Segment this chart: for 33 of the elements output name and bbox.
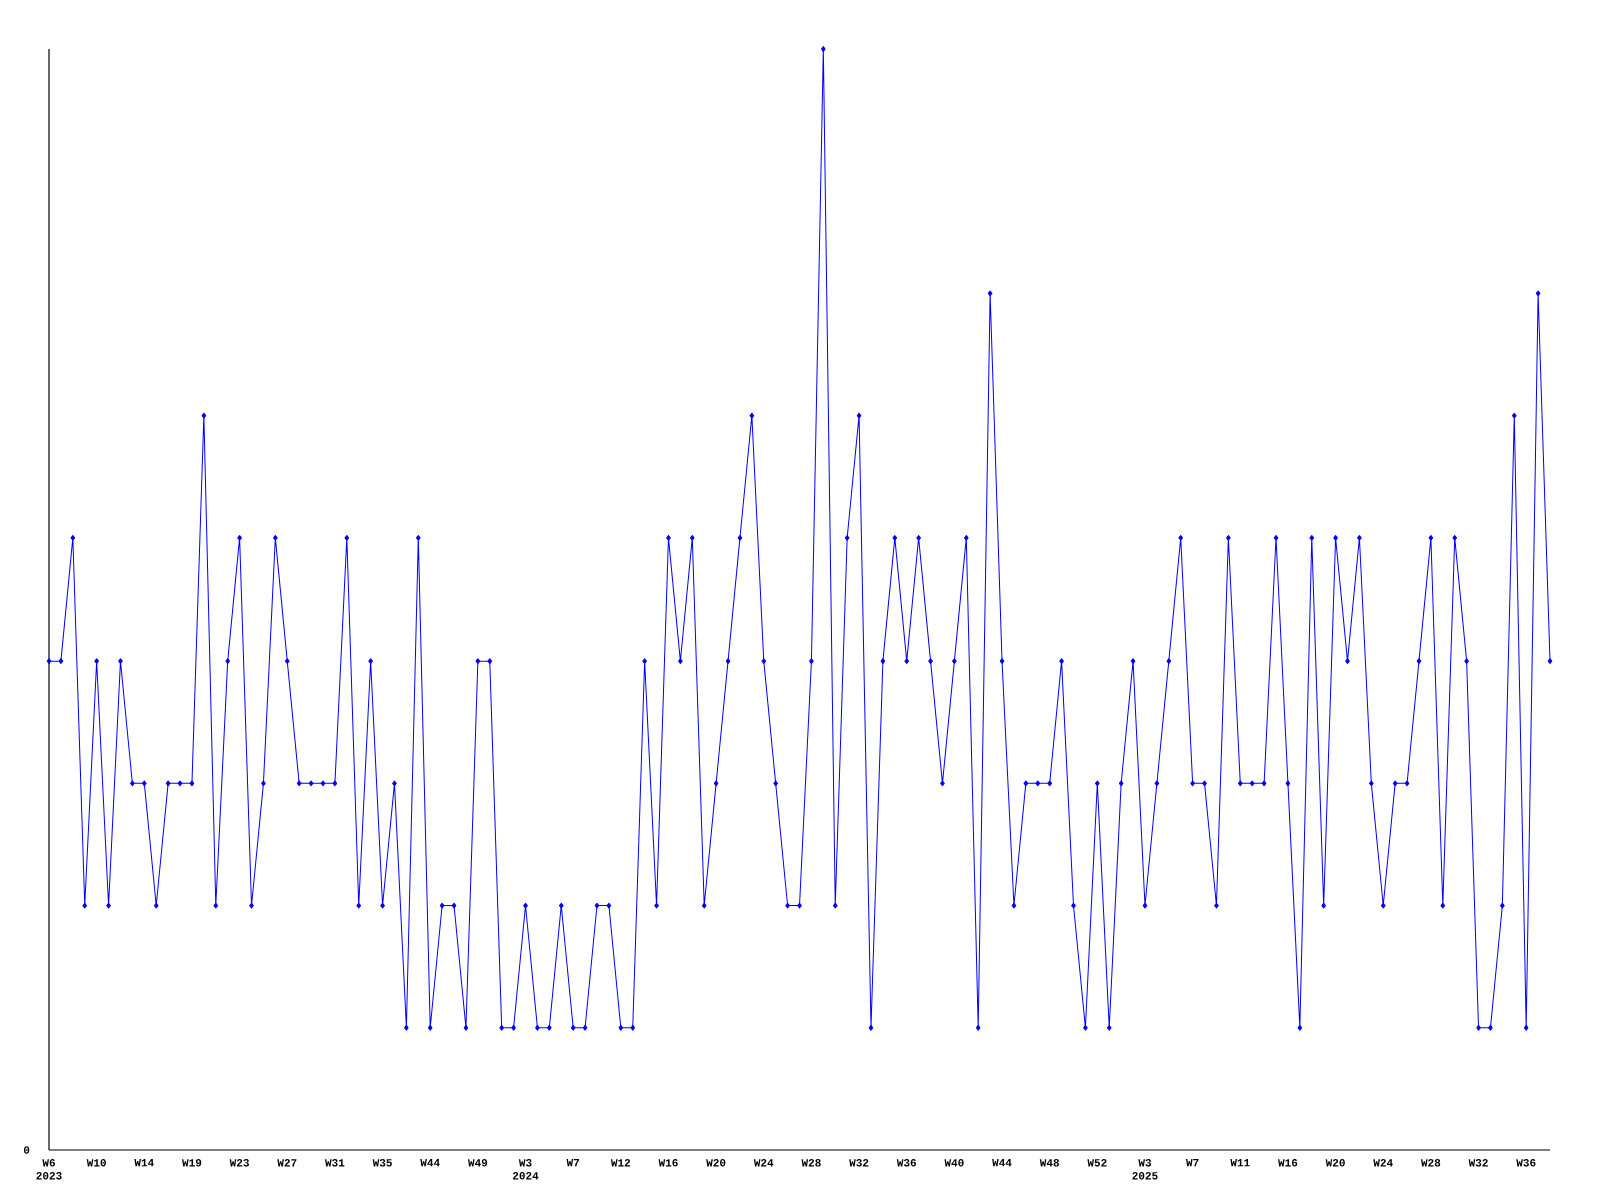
x-tick-label: W16 — [658, 1159, 678, 1167]
x-tick-label: W44 — [420, 1159, 440, 1167]
x-tick-label: W6 2023 — [36, 1159, 62, 1180]
x-tick-label: W7 — [566, 1159, 580, 1167]
x-tick-label: W35 — [372, 1159, 392, 1167]
x-tick-label: W36 — [896, 1159, 917, 1167]
x-tick-label: W27 — [277, 1159, 297, 1167]
x-tick-label: W10 — [86, 1159, 106, 1167]
x-tick-label: W44 — [992, 1159, 1012, 1167]
x-tick-label: W20 — [706, 1159, 726, 1167]
x-tick-label: W7 — [1186, 1159, 1199, 1167]
x-tick-label: W36 — [1516, 1159, 1536, 1167]
x-tick-label: W14 — [134, 1159, 154, 1167]
x-tick-label: W3 2025 — [1132, 1159, 1158, 1180]
text: 0 — [23, 1146, 30, 1154]
x-tick-label: W16 — [1278, 1159, 1298, 1167]
x-tick-label: W49 — [467, 1159, 488, 1167]
x-tick-label: W11 — [1230, 1159, 1250, 1167]
x-tick-label: W12 — [610, 1159, 631, 1167]
x-tick-label: W24 — [1373, 1159, 1393, 1167]
x-tick-label: W52 — [1087, 1159, 1107, 1167]
x-tick-label: W28 — [1420, 1159, 1441, 1167]
x-tick-label: W32 — [849, 1159, 869, 1167]
x-tick-label: W31 — [325, 1159, 345, 1167]
x-tick-label: W32 — [1468, 1159, 1488, 1167]
x-tick-label: W28 — [801, 1159, 821, 1167]
x-tick-label: W48 — [1039, 1159, 1059, 1167]
x-tick-label: W24 — [753, 1159, 774, 1167]
x-tick-label: W3 2024 — [512, 1159, 539, 1180]
x-tick-label: W20 — [1325, 1159, 1345, 1167]
x-tick-label: W23 — [229, 1159, 249, 1167]
x-tick-label: W40 — [944, 1159, 964, 1167]
x-tick-label: W19 — [182, 1159, 202, 1167]
